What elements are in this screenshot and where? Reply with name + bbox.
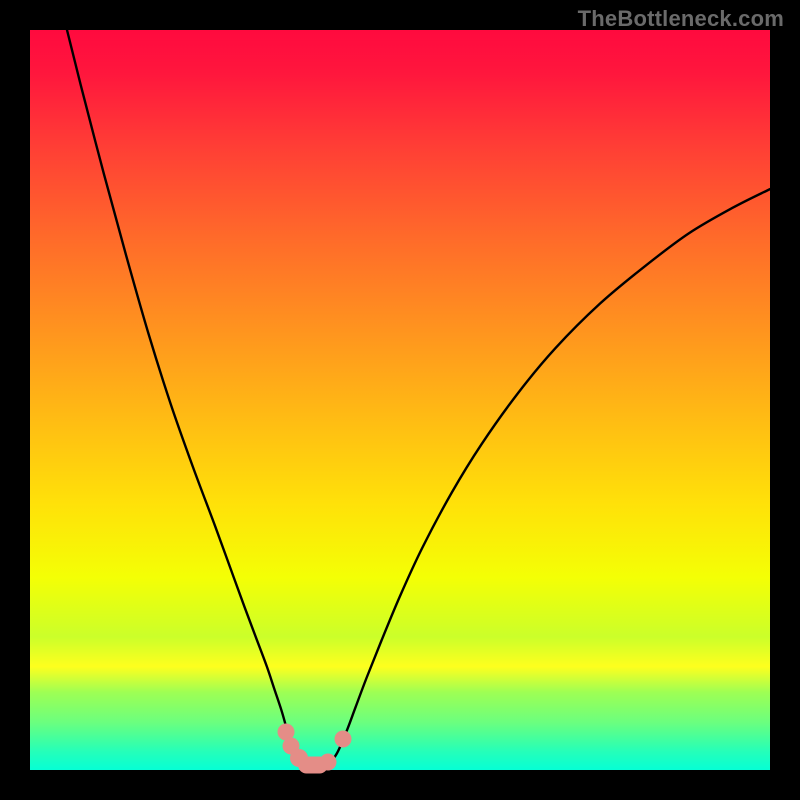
watermark-text: TheBottleneck.com [578,6,784,32]
marker-layer [30,30,770,770]
plot-area [30,30,770,770]
chart-canvas: TheBottleneck.com [0,0,800,800]
curve-marker [335,730,352,747]
curve-marker [320,753,337,770]
